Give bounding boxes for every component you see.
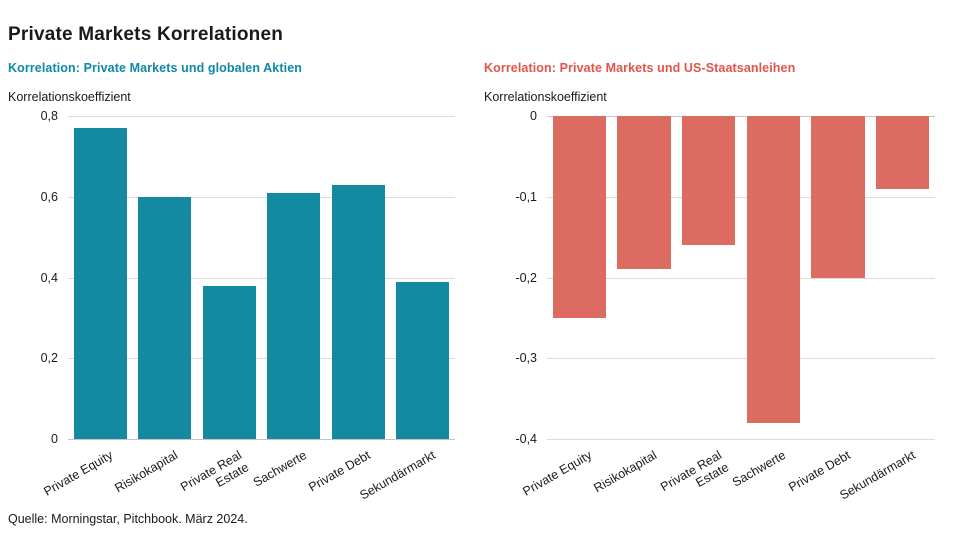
chart-subtitle-us-treasuries: Korrelation: Private Markets und US-Staa… bbox=[484, 61, 796, 75]
y-tick-label: -0,3 bbox=[515, 351, 537, 366]
x-axis-label: Sachwerte bbox=[250, 448, 309, 490]
y-tick-label: -0,2 bbox=[515, 270, 537, 285]
gridline bbox=[547, 358, 935, 360]
gridline bbox=[547, 116, 935, 117]
source-note: Quelle: Morningstar, Pitchbook. März 202… bbox=[8, 512, 248, 526]
x-axis-label: Risikokapital bbox=[591, 448, 659, 496]
x-axis-labels: Private Equity Risikokapital Private Real … bbox=[521, 439, 935, 511]
x-axis-labels: Private Equity Risikokapital Private Real … bbox=[41, 439, 455, 511]
bar bbox=[396, 281, 450, 439]
gridline bbox=[547, 439, 935, 440]
bar bbox=[267, 192, 321, 439]
x-axis-label: Private Real Estate bbox=[178, 448, 252, 495]
y-tick-label: -0,4 bbox=[515, 432, 537, 446]
y-tick-label: -0,1 bbox=[515, 189, 537, 204]
y-tick-label: 0,4 bbox=[40, 270, 58, 285]
y-tick-label: 0 bbox=[51, 432, 58, 446]
page-title: Private Markets Korrelationen bbox=[8, 24, 284, 45]
gridline bbox=[547, 196, 935, 198]
plot-area-us-treasuries: 0 -0,1 -0,2 -0,3 -0,4 Private Equity Risikokap… bbox=[515, 109, 935, 503]
gridline bbox=[547, 277, 935, 279]
bar bbox=[73, 128, 127, 439]
y-axis-label-right: Korrelationskoeffizient bbox=[484, 90, 607, 104]
bar bbox=[331, 184, 385, 439]
x-axis-label: Sachwerte bbox=[730, 448, 789, 490]
bar bbox=[202, 285, 256, 439]
gridline bbox=[68, 116, 455, 117]
gridline bbox=[68, 439, 455, 440]
gridline bbox=[68, 277, 455, 279]
y-tick-label: 0,2 bbox=[40, 351, 58, 366]
bar bbox=[746, 116, 800, 423]
bar bbox=[552, 116, 606, 318]
x-axis-label: Private Equity bbox=[41, 448, 116, 499]
gridline bbox=[68, 358, 455, 360]
chart-subtitle-global-equities: Korrelation: Private Markets und globale… bbox=[8, 61, 302, 75]
bar bbox=[682, 116, 736, 246]
gridline bbox=[68, 196, 455, 198]
bar bbox=[811, 116, 865, 278]
y-tick-label: 0 bbox=[530, 109, 537, 123]
y-tick-label: 0,8 bbox=[40, 109, 58, 123]
x-axis-label: Risikokapital bbox=[111, 448, 180, 496]
plot-area-global-equities: 0,8 0,6 0,4 0,2 0 Private Equity Risikokapital… bbox=[41, 109, 455, 503]
y-tick-label: 0,6 bbox=[40, 189, 58, 204]
x-axis-label: Private Real Estate bbox=[657, 448, 731, 495]
bar bbox=[876, 116, 930, 189]
x-axis-label: Private Equity bbox=[520, 448, 595, 499]
bar bbox=[138, 196, 192, 439]
bar bbox=[617, 116, 671, 270]
y-axis-label-left: Korrelationskoeffizient bbox=[8, 90, 131, 104]
